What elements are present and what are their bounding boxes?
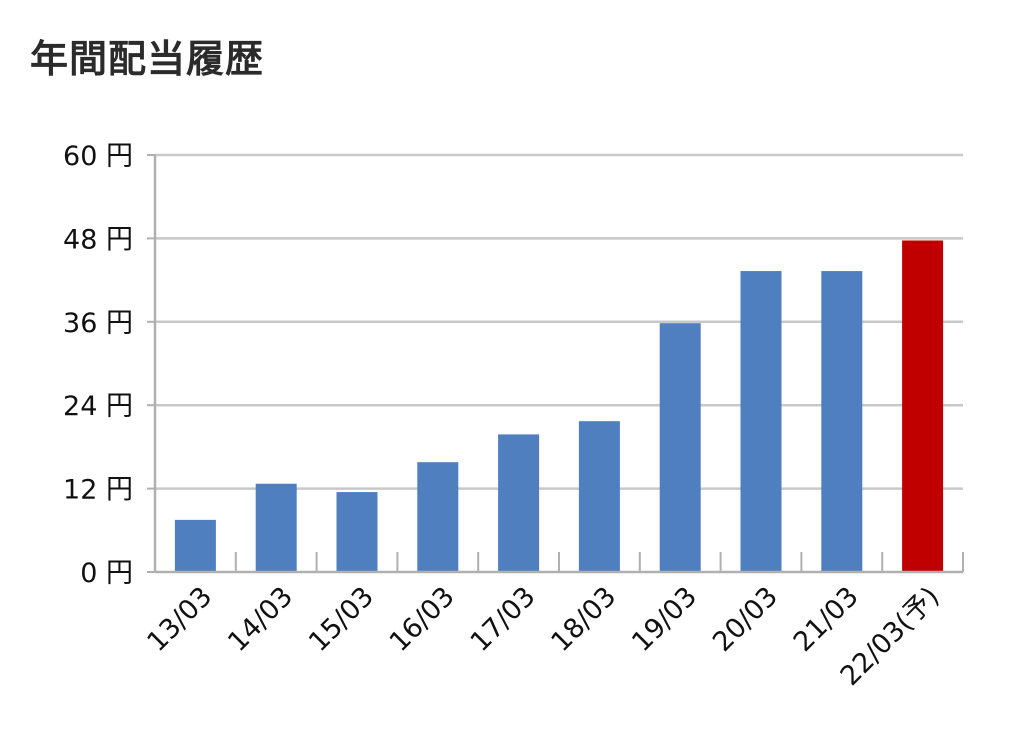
bars bbox=[174, 240, 944, 573]
bar-13/03 bbox=[174, 519, 216, 572]
bar-16/03 bbox=[417, 462, 459, 572]
x-tick-label: 15/03 bbox=[303, 581, 380, 658]
x-tick-label: 19/03 bbox=[626, 581, 703, 658]
bar-15/03 bbox=[336, 492, 378, 572]
y-axis-ticks: 0 円 12 円 24 円 36 円 48 円 60 円 bbox=[63, 141, 155, 589]
y-tick-label: 24 円 bbox=[63, 391, 133, 422]
bar-17/03 bbox=[498, 434, 540, 572]
y-tick-label: 36 円 bbox=[63, 308, 133, 339]
x-tick-label: 14/03 bbox=[222, 581, 299, 658]
bar-22/03(予) bbox=[902, 240, 944, 573]
chart-title: 年間配当履歴 bbox=[30, 37, 265, 81]
x-tick-label: 20/03 bbox=[707, 581, 784, 658]
x-tick-label: 21/03 bbox=[788, 581, 865, 658]
bar-21/03 bbox=[821, 271, 863, 572]
y-tick-label: 0 円 bbox=[80, 558, 133, 589]
y-tick-label: 48 円 bbox=[63, 224, 133, 255]
bar-18/03 bbox=[578, 421, 620, 572]
bar-20/03 bbox=[740, 271, 782, 572]
x-tick-label: 16/03 bbox=[384, 581, 461, 658]
y-tick-label: 60 円 bbox=[63, 141, 133, 172]
y-tick-label: 12 円 bbox=[63, 475, 133, 506]
x-tick-label: 17/03 bbox=[465, 581, 542, 658]
x-tick-label: 13/03 bbox=[141, 581, 218, 658]
bar-14/03 bbox=[255, 483, 297, 572]
x-tick-label: 18/03 bbox=[545, 581, 622, 658]
bar-19/03 bbox=[659, 323, 701, 572]
